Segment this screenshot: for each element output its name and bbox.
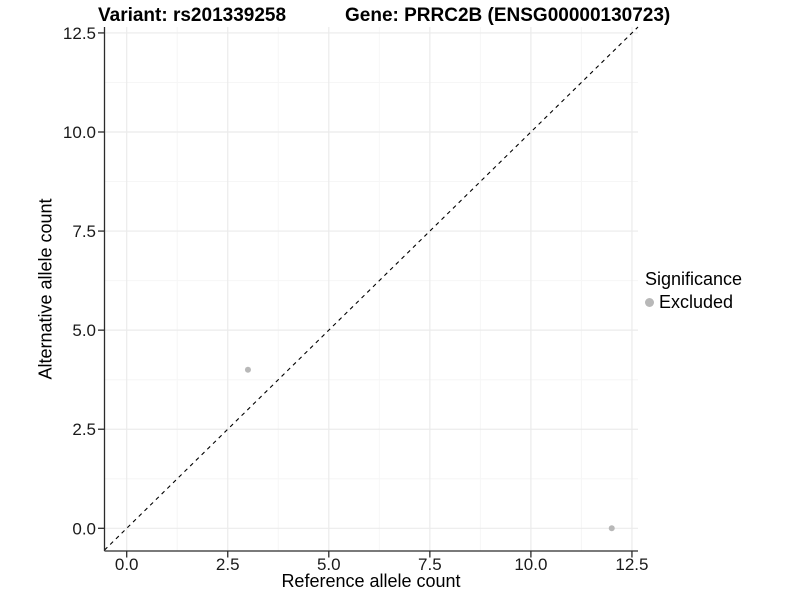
y-tick-label: 5.0 — [72, 321, 96, 340]
data-point — [608, 525, 615, 532]
identity-dashed-line — [104, 26, 639, 551]
y-tick-label: 10.0 — [63, 123, 96, 142]
x-tick-label: 10.0 — [514, 555, 547, 574]
y-axis-title: Alternative allele count — [35, 198, 56, 380]
plot-title-variant: Variant: rs201339258 — [98, 5, 287, 26]
data-point — [244, 366, 251, 373]
x-axis-title: Reference allele count — [281, 571, 461, 591]
plot-title-gene: Gene: PRRC2B (ENSG00000130723) — [345, 5, 671, 26]
point-icon — [645, 298, 654, 307]
legend-title: Significance — [645, 269, 743, 289]
y-tick-label: 7.5 — [72, 222, 96, 241]
y-tick-label: 2.5 — [72, 420, 96, 439]
x-tick-label: 7.5 — [418, 555, 442, 574]
x-tick-label: 12.5 — [615, 555, 648, 574]
legend-item-excluded: Excluded — [645, 292, 742, 313]
legend-item-label: Excluded — [659, 292, 734, 312]
legend: Significance Excluded — [645, 269, 742, 313]
x-tick-label: 5.0 — [317, 555, 341, 574]
x-tick-label: 2.5 — [216, 555, 240, 574]
y-tick-label: 0.0 — [72, 519, 96, 538]
y-tick-label: 12.5 — [63, 24, 96, 43]
x-tick-label: 0.0 — [115, 555, 139, 574]
